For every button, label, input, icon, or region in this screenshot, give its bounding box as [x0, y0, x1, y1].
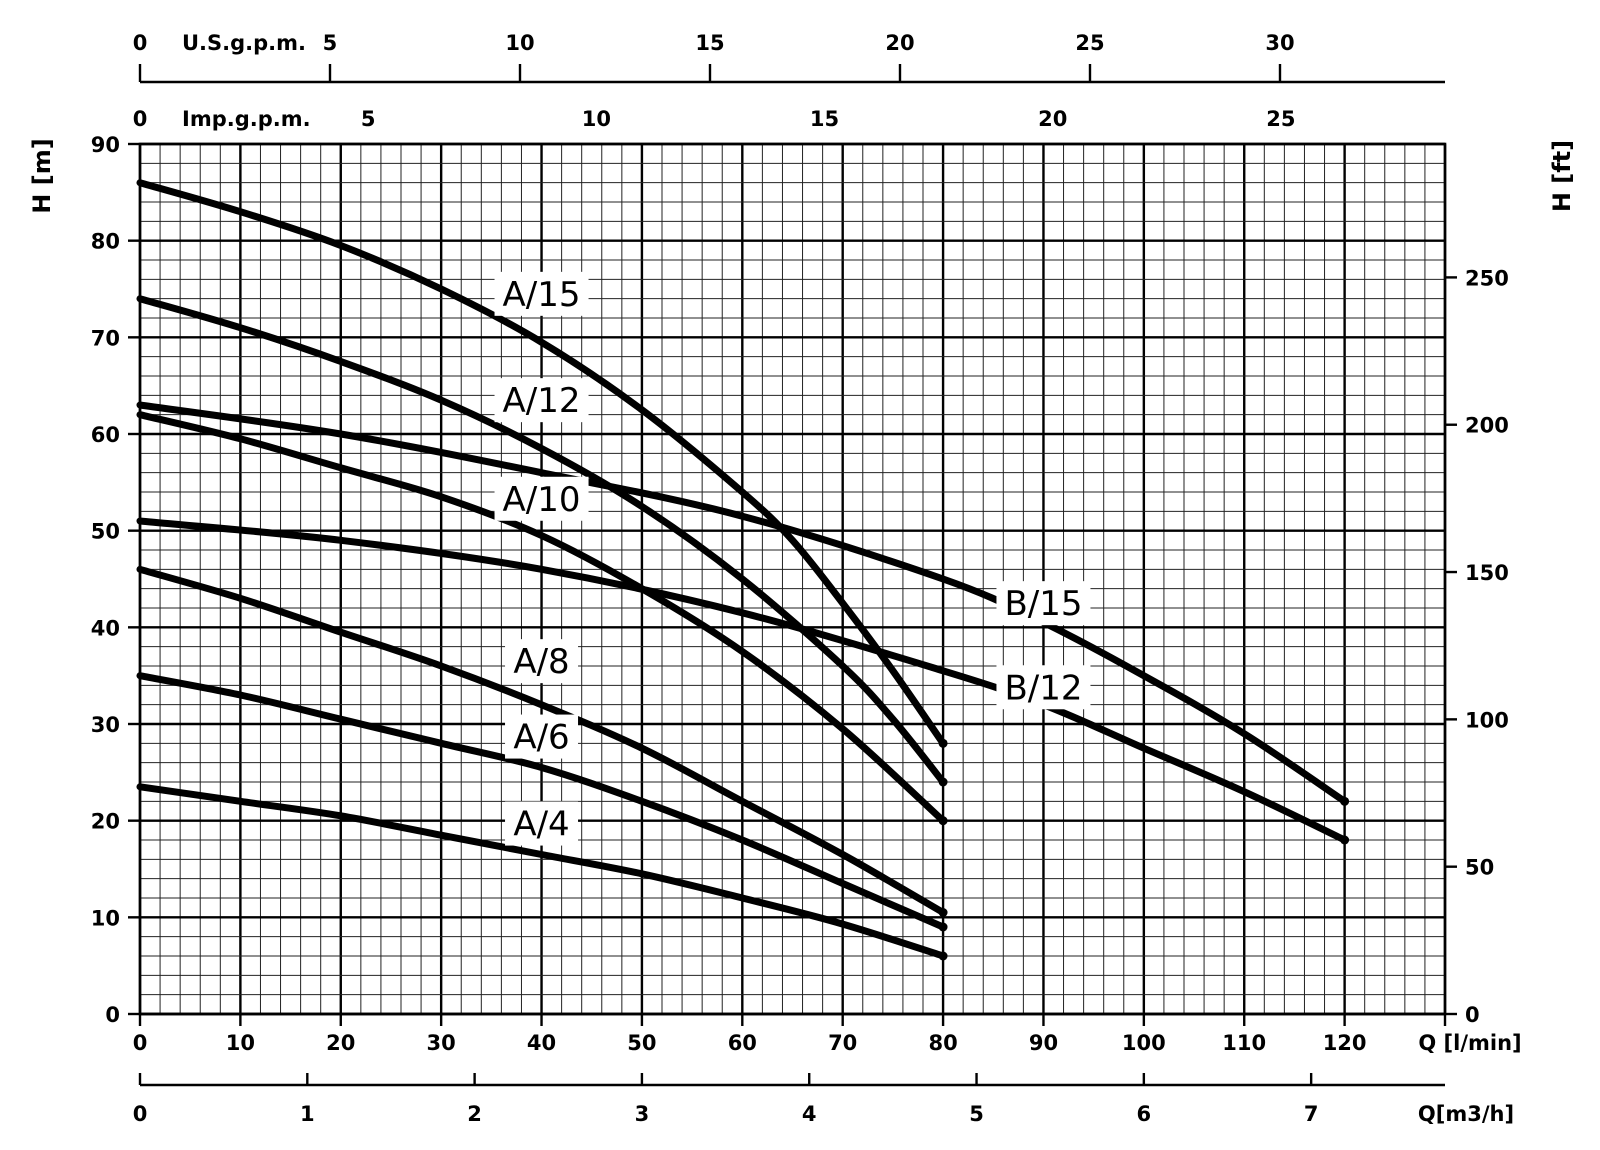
- x-axis-label-impgpm: Imp.g.p.m.: [182, 107, 311, 131]
- x-m3h-tick-label: 0: [133, 1102, 148, 1126]
- x-impgpm-tick-label: 5: [361, 107, 376, 131]
- y-ft-tick-label: 100: [1465, 708, 1509, 732]
- curve-label-bg-a-4: [505, 801, 579, 846]
- y-tick-label: 30: [91, 713, 120, 737]
- curve-label-bg-a-10: [494, 476, 589, 521]
- x-usgpm-tick-label: 15: [695, 31, 724, 55]
- y-tick-label: 70: [91, 326, 120, 350]
- curve-label-bg-b-15: [996, 581, 1091, 626]
- chart-grid: [138, 142, 1447, 1016]
- x-usgpm-tick-label: 5: [323, 31, 338, 55]
- x-tick-label: 80: [928, 1031, 957, 1055]
- x-impgpm-tick-label: 0: [133, 107, 148, 131]
- x-tick-label: 70: [828, 1031, 857, 1055]
- x-tick-label: 50: [627, 1031, 656, 1055]
- x-tick-label: 90: [1029, 1031, 1058, 1055]
- curve-labels: A/15 A/12 A/10 A/8 A/6 A/4 B/15 B/12: [494, 271, 1091, 846]
- curve-endpoint-a-12: [938, 777, 948, 787]
- x-impgpm-tick-label: 10: [582, 107, 611, 131]
- x-m3h-tick-label: 6: [1137, 1102, 1152, 1126]
- curve-label-b-12: B/12: [1004, 668, 1082, 708]
- curve-endpoint-a-6: [938, 922, 948, 932]
- curve-a-10: [136, 411, 947, 825]
- curve-b-15: [136, 401, 1349, 805]
- curve-label-a-8: A/8: [513, 642, 569, 682]
- y-ft-tick-label: 250: [1465, 266, 1509, 290]
- curve-endpoint-a-15: [938, 738, 948, 748]
- x-axis-label-lmin: Q [l/min]: [1418, 1031, 1521, 1055]
- curve-endpoint-a-10: [938, 816, 948, 826]
- curve-label-bg-a-12: [494, 378, 589, 423]
- x-tick-label: 30: [427, 1031, 456, 1055]
- y-ft-tick-label: 50: [1465, 856, 1494, 880]
- y-ft-tick-label: 0: [1465, 1003, 1480, 1027]
- x-tick-label: 120: [1323, 1031, 1367, 1055]
- x-m3h-tick-label: 7: [1304, 1102, 1319, 1126]
- y-axis-label-left: H [m]: [28, 138, 56, 213]
- curve-label-b-15: B/15: [1004, 584, 1082, 624]
- performance-curves: [136, 179, 1350, 961]
- curve-label-a-6: A/6: [513, 718, 569, 758]
- y-ft-tick-label: 150: [1465, 561, 1509, 585]
- y-tick-label: 90: [91, 133, 120, 157]
- curve-label-a-12: A/12: [503, 381, 581, 421]
- x-tick-label: 40: [527, 1031, 556, 1055]
- curve-a-8: [136, 565, 947, 916]
- y-tick-label: 40: [91, 616, 120, 640]
- y-tick-label: 20: [91, 810, 120, 834]
- x-usgpm-tick-label: 0: [133, 31, 148, 55]
- curve-label-bg-a-8: [505, 639, 579, 684]
- x-impgpm-tick-label: 25: [1266, 107, 1295, 131]
- y-tick-label: 80: [91, 230, 120, 254]
- x-impgpm-tick-label: 15: [810, 107, 839, 131]
- curve-label-bg-a-15: [494, 271, 589, 316]
- y-tick-label: 0: [105, 1003, 120, 1027]
- curve-a-15: [136, 179, 947, 747]
- curve-endpoint-a-4: [938, 951, 948, 961]
- curve-label-a-10: A/10: [503, 480, 581, 520]
- x-m3h-tick-label: 2: [467, 1102, 482, 1126]
- x-m3h-tick-label: 1: [300, 1102, 315, 1126]
- y-ft-tick-label: 200: [1465, 414, 1509, 438]
- x-usgpm-tick-label: 25: [1075, 31, 1104, 55]
- curve-label-bg-a-6: [505, 714, 579, 759]
- plot-border: [138, 142, 1447, 1016]
- x-axis-label-usgpm: U.S.g.p.m.: [182, 31, 306, 55]
- x-impgpm-tick-label: 20: [1038, 107, 1067, 131]
- curve-a-4: [136, 783, 947, 960]
- x-tick-label: 60: [728, 1031, 757, 1055]
- x-m3h-tick-label: 3: [635, 1102, 650, 1126]
- x-usgpm-tick-label: 30: [1265, 31, 1294, 55]
- curve-b-12: [136, 517, 1349, 844]
- curve-label-a-15: A/15: [503, 275, 581, 315]
- curve-label-a-4: A/4: [513, 805, 569, 845]
- x-usgpm-tick-label: 20: [885, 31, 914, 55]
- x-usgpm-tick-label: 10: [505, 31, 534, 55]
- x-tick-label: 100: [1122, 1031, 1166, 1055]
- x-m3h-tick-label: 4: [802, 1102, 817, 1126]
- y-tick-label: 10: [91, 906, 120, 930]
- x-axis-label-m3h: Q[m3/h]: [1418, 1102, 1514, 1126]
- x-tick-label: 110: [1222, 1031, 1266, 1055]
- curve-endpoint-b-12: [1340, 835, 1350, 845]
- x-tick-label: 0: [133, 1031, 148, 1055]
- x-m3h-tick-label: 5: [969, 1102, 984, 1126]
- x-tick-label: 20: [326, 1031, 355, 1055]
- curve-endpoint-b-15: [1340, 796, 1350, 806]
- y-tick-label: 60: [91, 423, 120, 447]
- chart-axes: [128, 64, 1457, 1087]
- curve-a-12: [136, 295, 947, 786]
- curve-label-bg-b-12: [996, 665, 1091, 710]
- x-tick-label: 10: [226, 1031, 255, 1055]
- curve-a-6: [136, 672, 947, 931]
- y-axis-label-right: H [ft]: [1548, 140, 1576, 212]
- y-tick-label: 50: [91, 520, 120, 544]
- curve-endpoint-a-8: [938, 908, 948, 917]
